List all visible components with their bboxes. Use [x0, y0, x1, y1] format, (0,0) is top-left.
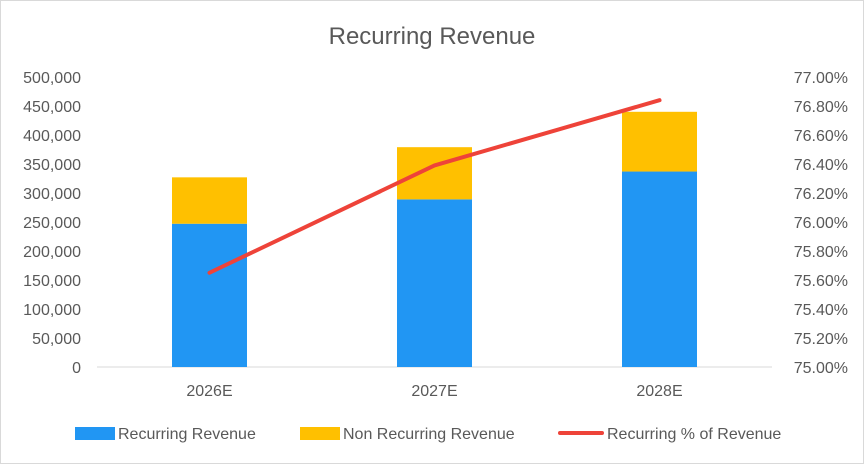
right-axis-tick-label: 75.20% — [794, 331, 848, 348]
bar-non-recurring-revenue — [622, 111, 697, 172]
bar-recurring-revenue — [397, 199, 472, 367]
legend-label: Non Recurring Revenue — [343, 426, 515, 443]
left-axis: 500,000 450,000 400,000 350,000 300,000 250,0… — [23, 70, 81, 377]
right-axis: 77.00% 76.80% 76.60% 76.40% 76.20% 76.00% 75.8… — [794, 70, 848, 377]
x-axis-tick-label: 2026E — [186, 383, 232, 400]
bar-non-recurring-revenue — [397, 147, 472, 200]
right-axis-tick-label: 75.00% — [794, 360, 848, 377]
left-axis-tick-label: 0 — [72, 360, 81, 377]
left-axis-tick-label: 500,000 — [23, 70, 81, 87]
right-axis-tick-label: 75.80% — [794, 244, 848, 261]
legend-item: Recurring Revenue — [75, 426, 256, 443]
left-axis-tick-label: 300,000 — [23, 186, 81, 203]
legend-label: Recurring % of Revenue — [607, 426, 781, 443]
legend-swatch — [75, 427, 115, 440]
right-axis-tick-label: 75.40% — [794, 302, 848, 319]
left-axis-tick-label: 350,000 — [23, 157, 81, 174]
line-series — [207, 98, 662, 275]
right-axis-tick-label: 76.60% — [794, 128, 848, 145]
bar-recurring-revenue — [622, 171, 697, 367]
left-axis-tick-label: 250,000 — [23, 215, 81, 232]
left-axis-tick-label: 150,000 — [23, 273, 81, 290]
right-axis-tick-label: 76.00% — [794, 215, 848, 232]
right-axis-tick-label: 75.60% — [794, 273, 848, 290]
left-axis-tick-label: 50,000 — [32, 331, 81, 348]
bar-recurring-revenue — [172, 223, 247, 367]
left-axis-tick-label: 100,000 — [23, 302, 81, 319]
legend-label: Recurring Revenue — [118, 426, 256, 443]
right-axis-tick-label: 77.00% — [794, 70, 848, 87]
left-axis-tick-label: 400,000 — [23, 128, 81, 145]
right-axis-tick-label: 76.20% — [794, 186, 848, 203]
right-axis-tick-label: 76.40% — [794, 157, 848, 174]
legend-swatch — [300, 427, 340, 440]
x-axis-tick-label: 2027E — [411, 383, 457, 400]
left-axis-tick-label: 200,000 — [23, 244, 81, 261]
line-recurring-pct — [207, 98, 662, 275]
legend-item: Recurring % of Revenue — [558, 426, 781, 443]
legend: Recurring Revenue Non Recurring Revenue Re… — [75, 426, 781, 443]
x-axis: 2026E 2027E 2028E — [186, 383, 682, 400]
right-axis-tick-label: 76.80% — [794, 99, 848, 116]
bar-series — [172, 111, 697, 367]
legend-item: Non Recurring Revenue — [300, 426, 515, 443]
left-axis-tick-label: 450,000 — [23, 99, 81, 116]
bar-non-recurring-revenue — [172, 177, 247, 224]
chart-title: Recurring Revenue — [329, 23, 536, 50]
x-axis-tick-label: 2028E — [636, 383, 682, 400]
